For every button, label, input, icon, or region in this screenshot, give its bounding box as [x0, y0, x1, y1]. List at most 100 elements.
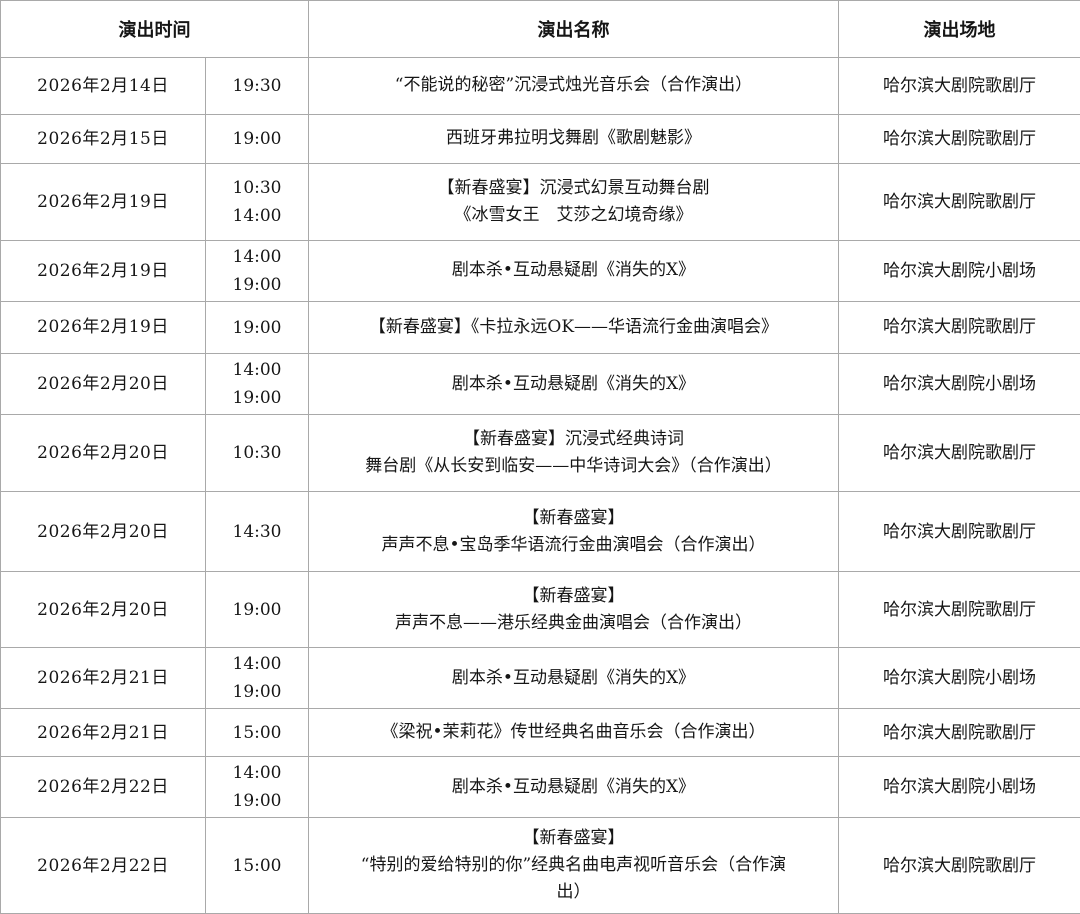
- name-cell: “不能说的秘密”沉浸式烛光音乐会（合作演出）: [309, 58, 839, 115]
- name-line: 【新春盛宴】沉浸式幻景互动舞台剧: [317, 175, 830, 202]
- table-row: 2026年2月20日 19:00 【新春盛宴】 声声不息——港乐经典金曲演唱会（…: [1, 572, 1080, 648]
- time-value: 15:00: [214, 719, 300, 747]
- name-cell: 【新春盛宴】《卡拉永远OK——华语流行金曲演唱会》: [309, 302, 839, 354]
- time-value: 19:00: [214, 678, 300, 706]
- name-line: 《梁祝•茉莉花》传世经典名曲音乐会（合作演出）: [317, 719, 830, 746]
- time-value: 14:00: [214, 650, 300, 678]
- time-value: 19:30: [214, 72, 300, 100]
- header-row: 演出时间 演出名称 演出场地: [1, 1, 1080, 58]
- table-row: 2026年2月21日 15:00 《梁祝•茉莉花》传世经典名曲音乐会（合作演出）…: [1, 709, 1080, 757]
- name-cell: 剧本杀•互动悬疑剧《消失的X》: [309, 757, 839, 818]
- date-cell: 2026年2月14日: [1, 58, 206, 115]
- header-name: 演出名称: [309, 1, 839, 58]
- time-value: 14:30: [214, 518, 300, 546]
- table-row: 2026年2月15日 19:00 西班牙弗拉明戈舞剧《歌剧魅影》 哈尔滨大剧院歌…: [1, 115, 1080, 164]
- header-time: 演出时间: [1, 1, 309, 58]
- name-line: 【新春盛宴】: [317, 583, 830, 610]
- name-cell: 【新春盛宴】 声声不息•宝岛季华语流行金曲演唱会（合作演出）: [309, 492, 839, 572]
- name-line: 【新春盛宴】《卡拉永远OK——华语流行金曲演唱会》: [317, 314, 830, 341]
- time-value: 10:30: [214, 174, 300, 202]
- table-row: 2026年2月20日 14:30 【新春盛宴】 声声不息•宝岛季华语流行金曲演唱…: [1, 492, 1080, 572]
- table-row: 2026年2月21日 14:00 19:00 剧本杀•互动悬疑剧《消失的X》 哈…: [1, 648, 1080, 709]
- name-line: 【新春盛宴】: [317, 825, 830, 852]
- name-line: 《冰雪女王 艾莎之幻境奇缘》: [317, 202, 830, 229]
- time-value: 19:00: [214, 384, 300, 412]
- time-cell: 15:00: [206, 709, 309, 757]
- name-line: 剧本杀•互动悬疑剧《消失的X》: [317, 665, 830, 692]
- time-value: 14:00: [214, 243, 300, 271]
- time-value: 14:00: [214, 356, 300, 384]
- table-row: 2026年2月22日 15:00 【新春盛宴】 “特别的爱给特别的你”经典名曲电…: [1, 818, 1080, 914]
- time-cell: 10:30 14:00: [206, 164, 309, 241]
- date-cell: 2026年2月20日: [1, 354, 206, 415]
- table-row: 2026年2月19日 14:00 19:00 剧本杀•互动悬疑剧《消失的X》 哈…: [1, 241, 1080, 302]
- name-cell: 《梁祝•茉莉花》传世经典名曲音乐会（合作演出）: [309, 709, 839, 757]
- time-cell: 19:00: [206, 115, 309, 164]
- date-cell: 2026年2月22日: [1, 818, 206, 914]
- name-line: 声声不息•宝岛季华语流行金曲演唱会（合作演出）: [317, 532, 830, 559]
- venue-cell: 哈尔滨大剧院歌剧厅: [839, 572, 1080, 648]
- date-cell: 2026年2月20日: [1, 572, 206, 648]
- time-value: 19:00: [214, 125, 300, 153]
- date-cell: 2026年2月19日: [1, 302, 206, 354]
- name-cell: 西班牙弗拉明戈舞剧《歌剧魅影》: [309, 115, 839, 164]
- time-cell: 14:00 19:00: [206, 354, 309, 415]
- time-value: 14:00: [214, 759, 300, 787]
- time-value: 19:00: [214, 787, 300, 815]
- name-line: “不能说的秘密”沉浸式烛光音乐会（合作演出）: [317, 72, 830, 99]
- venue-cell: 哈尔滨大剧院歌剧厅: [839, 415, 1080, 492]
- venue-cell: 哈尔滨大剧院小剧场: [839, 648, 1080, 709]
- table-row: 2026年2月19日 10:30 14:00 【新春盛宴】沉浸式幻景互动舞台剧 …: [1, 164, 1080, 241]
- venue-cell: 哈尔滨大剧院小剧场: [839, 757, 1080, 818]
- name-cell: 剧本杀•互动悬疑剧《消失的X》: [309, 354, 839, 415]
- date-cell: 2026年2月20日: [1, 415, 206, 492]
- name-cell: 【新春盛宴】 “特别的爱给特别的你”经典名曲电声视听音乐会（合作演 出）: [309, 818, 839, 914]
- table-row: 2026年2月14日 19:30 “不能说的秘密”沉浸式烛光音乐会（合作演出） …: [1, 58, 1080, 115]
- name-line: 剧本杀•互动悬疑剧《消失的X》: [317, 371, 830, 398]
- date-cell: 2026年2月22日: [1, 757, 206, 818]
- date-cell: 2026年2月21日: [1, 709, 206, 757]
- date-cell: 2026年2月19日: [1, 241, 206, 302]
- venue-cell: 哈尔滨大剧院歌剧厅: [839, 164, 1080, 241]
- name-cell: 剧本杀•互动悬疑剧《消失的X》: [309, 241, 839, 302]
- time-cell: 14:00 19:00: [206, 648, 309, 709]
- time-cell: 14:00 19:00: [206, 241, 309, 302]
- name-line: “特别的爱给特别的你”经典名曲电声视听音乐会（合作演: [317, 852, 830, 879]
- venue-cell: 哈尔滨大剧院歌剧厅: [839, 302, 1080, 354]
- time-cell: 19:00: [206, 572, 309, 648]
- name-cell: 【新春盛宴】 声声不息——港乐经典金曲演唱会（合作演出）: [309, 572, 839, 648]
- time-value: 19:00: [214, 271, 300, 299]
- time-value: 19:00: [214, 596, 300, 624]
- time-value: 10:30: [214, 439, 300, 467]
- venue-cell: 哈尔滨大剧院歌剧厅: [839, 115, 1080, 164]
- venue-cell: 哈尔滨大剧院歌剧厅: [839, 709, 1080, 757]
- table-row: 2026年2月20日 14:00 19:00 剧本杀•互动悬疑剧《消失的X》 哈…: [1, 354, 1080, 415]
- name-line: 舞台剧《从长安到临安——中华诗词大会》（合作演出）: [317, 453, 830, 480]
- venue-cell: 哈尔滨大剧院歌剧厅: [839, 492, 1080, 572]
- table-row: 2026年2月22日 14:00 19:00 剧本杀•互动悬疑剧《消失的X》 哈…: [1, 757, 1080, 818]
- time-value: 15:00: [214, 852, 300, 880]
- name-line: 【新春盛宴】沉浸式经典诗词: [317, 426, 830, 453]
- time-cell: 19:30: [206, 58, 309, 115]
- name-line: 剧本杀•互动悬疑剧《消失的X》: [317, 257, 830, 284]
- name-line: 【新春盛宴】: [317, 505, 830, 532]
- name-line: 声声不息——港乐经典金曲演唱会（合作演出）: [317, 610, 830, 637]
- name-line: 出）: [317, 879, 830, 906]
- time-cell: 10:30: [206, 415, 309, 492]
- date-cell: 2026年2月20日: [1, 492, 206, 572]
- time-cell: 15:00: [206, 818, 309, 914]
- date-cell: 2026年2月21日: [1, 648, 206, 709]
- date-cell: 2026年2月15日: [1, 115, 206, 164]
- table-row: 2026年2月19日 19:00 【新春盛宴】《卡拉永远OK——华语流行金曲演唱…: [1, 302, 1080, 354]
- venue-cell: 哈尔滨大剧院歌剧厅: [839, 818, 1080, 914]
- time-cell: 19:00: [206, 302, 309, 354]
- name-cell: 剧本杀•互动悬疑剧《消失的X》: [309, 648, 839, 709]
- time-cell: 14:30: [206, 492, 309, 572]
- venue-cell: 哈尔滨大剧院小剧场: [839, 354, 1080, 415]
- time-cell: 14:00 19:00: [206, 757, 309, 818]
- time-value: 14:00: [214, 202, 300, 230]
- venue-cell: 哈尔滨大剧院歌剧厅: [839, 58, 1080, 115]
- name-line: 剧本杀•互动悬疑剧《消失的X》: [317, 774, 830, 801]
- name-cell: 【新春盛宴】沉浸式幻景互动舞台剧 《冰雪女王 艾莎之幻境奇缘》: [309, 164, 839, 241]
